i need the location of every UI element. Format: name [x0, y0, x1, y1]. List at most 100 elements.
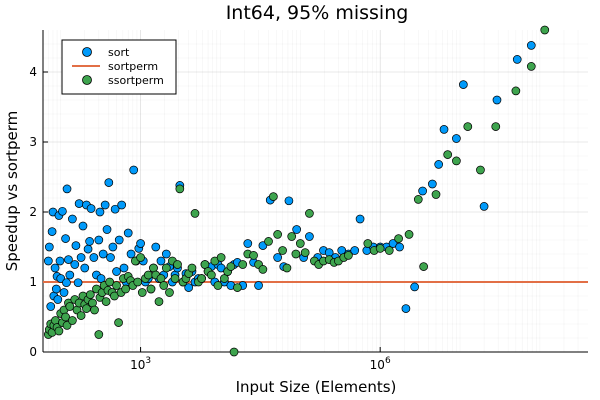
point-ssortperm: [170, 274, 180, 283]
point-ssortperm: [375, 244, 385, 253]
point-sort: [292, 225, 302, 234]
point-ssortperm: [404, 230, 414, 239]
point-sort: [459, 80, 468, 89]
x-axis-label: Input Size (Elements): [236, 378, 397, 396]
point-ssortperm: [213, 281, 223, 290]
point-ssortperm: [264, 237, 273, 246]
point-sort: [86, 204, 96, 213]
point-sort: [44, 242, 54, 252]
point-ssortperm: [187, 263, 197, 273]
point-sort: [51, 284, 61, 294]
point-sort: [80, 263, 90, 273]
point-ssortperm: [173, 260, 182, 269]
legend: sort sortperm ssortperm: [61, 39, 177, 95]
legend-marker-sort: [82, 47, 92, 57]
legend-marker-ssortperm: [82, 75, 92, 85]
point-ssortperm: [384, 246, 394, 255]
point-ssortperm: [431, 190, 441, 199]
point-ssortperm: [233, 283, 242, 292]
point-sort: [61, 234, 70, 243]
y-tick-label: 1: [29, 275, 37, 289]
y-ticks: 0 1 2 3 4: [29, 65, 48, 359]
point-sort: [47, 227, 57, 236]
point-ssortperm: [65, 302, 75, 311]
y-tick-label: 0: [29, 345, 37, 359]
point-ssortperm: [207, 270, 216, 280]
legend-label-sortperm: sortperm: [108, 60, 158, 73]
y-tick-label: 4: [29, 65, 37, 79]
point-ssortperm: [94, 330, 104, 339]
point-sort: [98, 249, 108, 259]
point-sort: [59, 288, 69, 297]
y-tick-label: 2: [29, 205, 37, 219]
point-ssortperm: [105, 277, 115, 287]
point-ssortperm: [295, 239, 305, 248]
point-ssortperm: [278, 246, 287, 255]
point-sort: [243, 239, 253, 248]
point-sort: [355, 214, 365, 224]
point-sort: [273, 253, 282, 262]
point-ssortperm: [114, 318, 123, 327]
point-sort: [479, 202, 489, 211]
point-sort: [76, 253, 86, 262]
point-ssortperm: [76, 311, 86, 320]
point-ssortperm: [419, 262, 428, 271]
point-sort: [184, 283, 194, 292]
point-sort: [46, 302, 56, 311]
point-sort: [126, 249, 136, 259]
point-sort: [106, 253, 115, 262]
point-sort: [129, 165, 139, 175]
point-ssortperm: [216, 253, 226, 262]
point-ssortperm: [133, 277, 143, 287]
point-sort: [53, 295, 63, 304]
legend-label-ssortperm: ssortperm: [108, 74, 164, 87]
y-axis-label: Speedup vs sortperm: [3, 111, 21, 272]
point-sort: [136, 239, 145, 248]
point-ssortperm: [491, 122, 501, 131]
point-sort: [151, 242, 161, 252]
point-ssortperm: [305, 209, 314, 218]
point-sort: [161, 249, 171, 259]
point-ssortperm: [146, 284, 156, 294]
point-ssortperm: [161, 263, 171, 273]
point-sort: [58, 206, 67, 216]
point-ssortperm: [175, 184, 185, 194]
point-ssortperm: [86, 290, 95, 299]
point-ssortperm: [443, 150, 453, 159]
point-sort: [401, 304, 411, 313]
point-ssortperm: [463, 122, 473, 131]
point-ssortperm: [112, 281, 121, 290]
point-ssortperm: [137, 288, 147, 297]
x-tick-label: 106: [370, 356, 391, 372]
plot-area: [43, 25, 588, 357]
point-sort: [434, 160, 444, 169]
point-sort: [119, 263, 129, 273]
point-sort: [102, 225, 112, 234]
point-sort: [64, 255, 73, 264]
point-ssortperm: [540, 25, 550, 35]
point-sort: [114, 235, 124, 245]
point-sort: [70, 260, 80, 269]
point-ssortperm: [154, 297, 164, 306]
point-sort: [439, 125, 449, 134]
point-ssortperm: [273, 230, 282, 239]
point-sort: [74, 199, 84, 208]
point-sort: [112, 267, 121, 276]
point-ssortperm: [511, 86, 521, 96]
point-sort: [85, 237, 94, 246]
point-sort: [68, 214, 77, 224]
point-sort: [350, 246, 360, 255]
legend-label-sort: sort: [108, 46, 130, 59]
point-ssortperm: [287, 232, 297, 241]
point-sort: [492, 95, 502, 105]
point-sort: [50, 263, 60, 273]
point-sort: [526, 41, 536, 50]
point-ssortperm: [190, 209, 200, 218]
point-ssortperm: [258, 265, 268, 274]
point-sort: [83, 244, 93, 254]
point-ssortperm: [62, 321, 72, 330]
point-ssortperm: [269, 192, 278, 201]
point-ssortperm: [291, 249, 301, 259]
point-sort: [95, 207, 105, 217]
